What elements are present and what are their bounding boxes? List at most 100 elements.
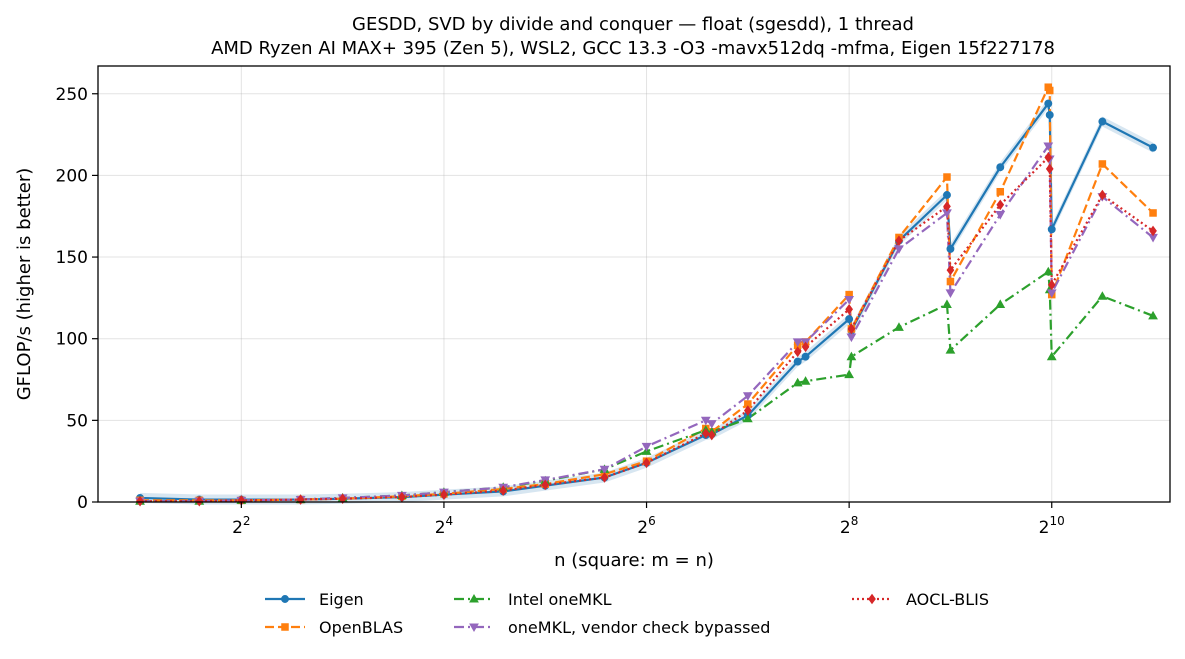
y-tick-label: 250 (56, 85, 88, 105)
data-point (844, 369, 855, 379)
data-point (641, 442, 652, 452)
data-point (281, 595, 289, 603)
data-point (801, 352, 810, 361)
data-point (1097, 291, 1108, 300)
data-point (792, 338, 803, 347)
x-tick-base: 2 (840, 518, 851, 538)
data-point (1098, 117, 1107, 126)
y-axis-label: GFLOP/s (higher is better) (14, 168, 35, 401)
chart-title: GESDD, SVD by divide and conquer — float… (352, 14, 914, 35)
data-point (995, 299, 1006, 308)
data-point (701, 428, 710, 439)
data-point (1149, 143, 1158, 152)
y-tick-label: 200 (56, 166, 88, 186)
data-point (945, 345, 956, 354)
data-point (1044, 152, 1053, 163)
data-point (1149, 225, 1157, 237)
grid (98, 66, 1170, 503)
data-point (742, 392, 753, 401)
data-point (943, 173, 951, 181)
y-tick-label: 100 (56, 330, 88, 350)
data-point (440, 489, 448, 500)
legend: Eigen OpenBLAS Intel oneMKL oneMKL, vendor … (265, 590, 989, 637)
data-point (847, 323, 856, 335)
x-tick-exponent: 6 (648, 514, 656, 528)
data-point (281, 623, 289, 631)
legend-label-1: OpenBLAS (319, 618, 403, 637)
data-point (707, 429, 716, 441)
legend-label-0: Eigen (319, 590, 364, 609)
x-tick-exponent: 10 (1050, 514, 1065, 528)
data-point (846, 351, 857, 361)
chart-subtitle: AMD Ryzen AI MAX+ 395 (Zen 5), WSL2, GCC… (211, 38, 1055, 59)
data-point (846, 333, 857, 343)
x-tick-base: 2 (435, 518, 446, 538)
y-tick-label: 0 (77, 493, 88, 513)
data-point (1045, 163, 1054, 175)
data-point (895, 235, 903, 247)
data-point (800, 376, 811, 385)
legend-label-3: oneMKL, vendor check bypassed (508, 618, 770, 637)
data-point (1043, 142, 1054, 152)
data-point (996, 187, 1005, 196)
data-point (541, 479, 550, 491)
data-point (469, 593, 479, 603)
data-point (1047, 225, 1056, 234)
x-tick-label: 26 (637, 514, 655, 538)
x-tick-label: 24 (435, 514, 453, 538)
data-point (996, 199, 1005, 211)
data-point (742, 413, 753, 423)
y-axis-ticks: 0 50 100 150 200 250 (56, 85, 98, 513)
data-point (894, 322, 904, 331)
data-point (801, 341, 810, 353)
data-point (1098, 189, 1107, 201)
x-tick-base: 2 (1039, 518, 1050, 538)
x-tick-base: 2 (637, 518, 648, 538)
data-point (942, 299, 952, 308)
data-point (338, 493, 347, 505)
x-axis-ticks: 22 24 26 28 210 (232, 502, 1065, 538)
data-point (1148, 310, 1158, 320)
plot-frame (97, 65, 1171, 503)
data-point (600, 472, 609, 483)
data-point (793, 357, 802, 366)
series-markers (135, 83, 1158, 507)
data-point (1045, 86, 1054, 95)
x-tick-exponent: 8 (851, 514, 859, 528)
data-point (469, 623, 479, 633)
data-point (599, 465, 610, 475)
data-point (1045, 111, 1054, 119)
data-point (1043, 266, 1054, 276)
legend-label-2: Intel oneMKL (508, 590, 612, 609)
data-point (1047, 279, 1056, 291)
data-point (845, 304, 853, 315)
data-point (868, 593, 876, 605)
data-point (945, 289, 956, 298)
data-point (844, 295, 855, 305)
data-point (946, 244, 955, 253)
data-point (943, 201, 951, 212)
data-point (943, 191, 951, 199)
x-tick-base: 2 (232, 518, 243, 538)
data-point (136, 495, 144, 507)
x-axis-label: n (square: m = n) (554, 550, 714, 571)
data-point (995, 211, 1006, 220)
data-point (743, 405, 752, 416)
data-point (195, 495, 204, 507)
data-point (792, 377, 803, 387)
data-point (845, 315, 854, 324)
legend-label-4: AOCL-BLIS (906, 590, 989, 609)
data-point (1046, 351, 1057, 361)
data-point (946, 277, 955, 286)
data-point (1098, 160, 1107, 168)
y-tick-label: 50 (66, 411, 88, 431)
data-point (1149, 209, 1157, 217)
data-point (499, 485, 508, 496)
x-tick-exponent: 4 (446, 514, 454, 528)
data-point (793, 346, 802, 358)
data-point (946, 264, 955, 276)
data-point (706, 420, 717, 429)
series-line-3 (140, 144, 1154, 503)
x-tick-label: 22 (232, 514, 250, 538)
